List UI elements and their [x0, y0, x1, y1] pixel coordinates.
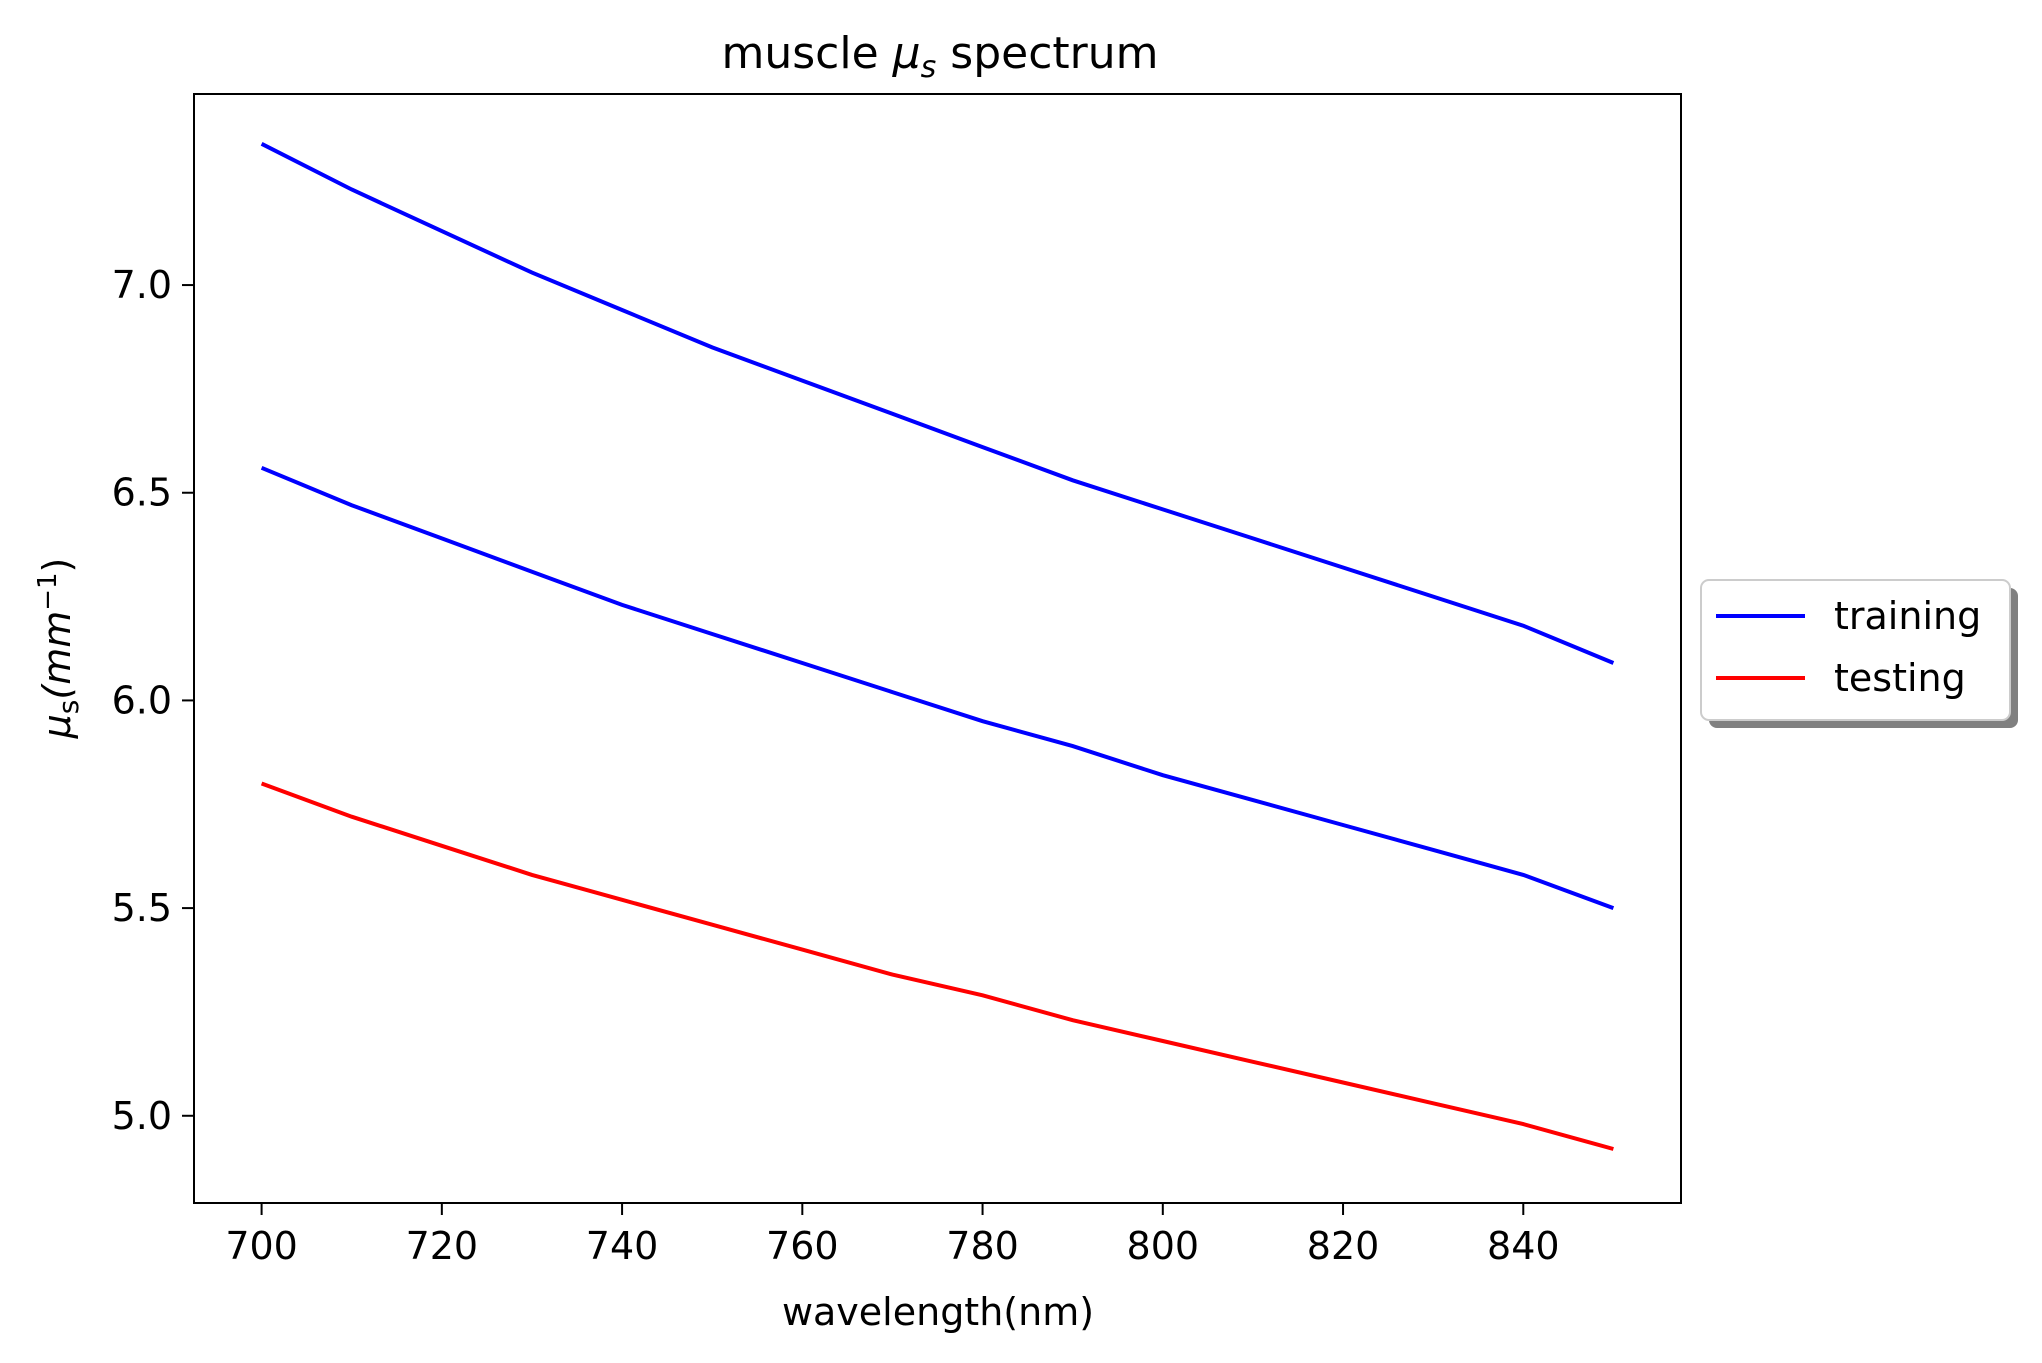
y-tick-label: 6.5	[112, 471, 172, 515]
y-tick-label: 7.0	[112, 263, 172, 307]
x-tick-label: 760	[766, 1224, 839, 1268]
x-tick-label: 800	[1127, 1224, 1200, 1268]
y-tick-label: 5.0	[112, 1094, 172, 1138]
y-axis: 5.0 5.5 6.0 6.5 7.0	[112, 263, 194, 1138]
x-tick-label: 700	[225, 1224, 298, 1268]
x-tick-label: 740	[586, 1224, 659, 1268]
y-tick-label: 5.5	[112, 886, 172, 930]
ylabel-unit-open: (mm	[35, 611, 79, 700]
title-symbol: μ	[892, 28, 921, 79]
ylabel-unit-exp: −1	[33, 572, 63, 610]
x-axis-label: wavelength(nm)	[782, 1290, 1094, 1334]
title-main: muscle	[721, 28, 878, 79]
ylabel-symbol: μ	[35, 714, 79, 739]
legend: training testing	[1700, 579, 2018, 728]
plot-frame	[193, 93, 1682, 1204]
x-tick-label: 820	[1307, 1224, 1380, 1268]
ylabel-subscript: s	[52, 700, 85, 715]
x-tick-label: 720	[406, 1224, 479, 1268]
x-tick-label: 780	[946, 1224, 1019, 1268]
series-line-testing-2	[260, 781, 1614, 1151]
x-axis: 700 720 740 760 780 800 820 840	[225, 1203, 1560, 1268]
y-axis-label: μs(mm−1)	[33, 558, 85, 740]
title-rest: spectrum	[950, 28, 1158, 79]
title-subscript: s	[921, 50, 937, 85]
legend-label-testing: testing	[1834, 656, 1966, 700]
chart-title: muscle μs spectrum	[721, 28, 1158, 85]
ylabel-unit-close: )	[35, 558, 79, 573]
x-tick-label: 840	[1487, 1224, 1560, 1268]
series-group	[260, 142, 1615, 1151]
series-line-training-1	[260, 465, 1615, 910]
legend-label-training: training	[1834, 594, 1981, 638]
series-line-training-0	[260, 142, 1615, 665]
y-tick-label: 6.0	[112, 678, 172, 722]
